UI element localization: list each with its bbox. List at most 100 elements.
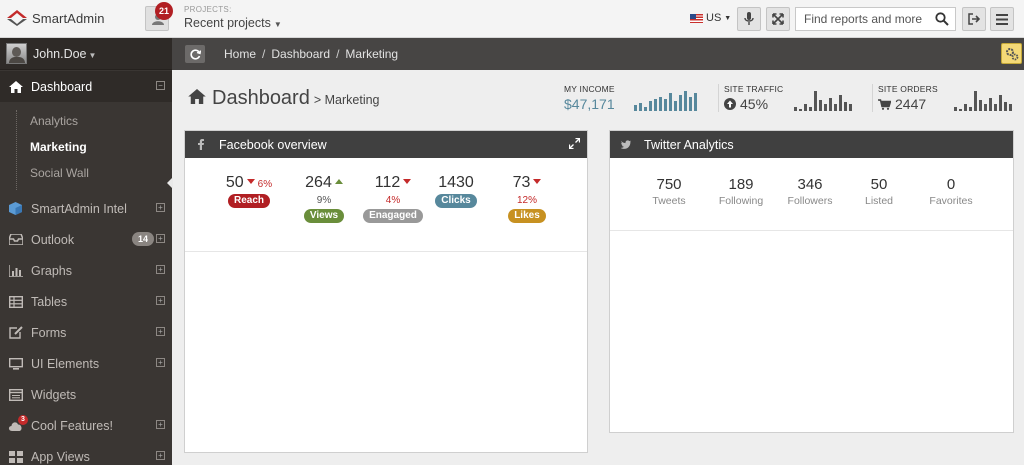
stat-value: $47,171 — [564, 96, 615, 112]
edit-icon — [7, 326, 24, 340]
search-icon[interactable] — [935, 12, 949, 26]
top-header: SmartAdmin 21 PROJECTS: Recent projects ▼… — [0, 0, 1024, 38]
stat-income: MY INCOME $47,171 — [564, 84, 615, 112]
sidebar-item-forms[interactable]: Forms + — [0, 317, 172, 348]
refresh-button[interactable] — [185, 45, 205, 63]
expand-icon: + — [156, 203, 165, 212]
caret-down-icon — [403, 179, 412, 184]
shopping-cart-icon — [878, 98, 891, 110]
projects-dropdown[interactable]: Recent projects ▼ — [184, 16, 282, 30]
sidebar-item-label: Outlook — [31, 232, 75, 247]
facebook-icon — [196, 139, 206, 150]
sidebar-item-ui-elements[interactable]: UI Elements + — [0, 348, 172, 379]
sidebar-item-widgets[interactable]: Widgets — [0, 379, 172, 410]
sparkline-bar — [834, 104, 837, 111]
sidebar-item-outlook[interactable]: Outlook 14 + — [0, 224, 172, 255]
desktop-icon — [7, 357, 24, 371]
sparkline-bar — [809, 107, 812, 111]
sparkline-bar — [639, 103, 642, 111]
facebook-stat-views: 264 9% Views — [295, 174, 353, 223]
sparkline-bar — [844, 102, 847, 111]
sparkline-bar — [644, 107, 647, 111]
sparkline-bar — [669, 93, 672, 111]
income-sparkline — [634, 89, 699, 111]
sparkline-bar — [694, 93, 697, 111]
sparkline-bar — [994, 104, 997, 111]
views-tag: Views — [303, 209, 345, 223]
stat-number-wrap: 73 — [507, 174, 547, 192]
cloud-icon: 3 — [7, 414, 28, 433]
stat-number: 0 — [946, 176, 956, 193]
facebook-stat-clicks: 1430 Clicks — [434, 174, 478, 208]
sidebar-item-dashboard[interactable]: Dashboard − — [0, 71, 172, 102]
sparkline-bar — [849, 104, 852, 111]
logo[interactable]: SmartAdmin — [6, 9, 105, 27]
logo-text: SmartAdmin — [32, 10, 105, 26]
search-input[interactable] — [804, 9, 932, 29]
stat-number: 750 — [656, 176, 682, 193]
stat-label: MY INCOME — [564, 84, 615, 94]
stat-number-wrap: 264 — [295, 174, 353, 192]
sidebar-item-cool-features[interactable]: 3 Cool Features! + — [0, 410, 172, 441]
sparkline-bar — [954, 107, 957, 111]
engaged-tag: Enagaged — [363, 209, 423, 223]
breadcrumb-home[interactable]: Home — [224, 47, 257, 61]
voice-command-button[interactable] — [737, 7, 761, 31]
sidebar-item-tables[interactable]: Tables + — [0, 286, 172, 317]
stat-number: 112 — [374, 174, 401, 191]
facebook-stat-engaged: 112 4% Enagaged — [361, 174, 425, 223]
user-name-wrap: John.Doe ▼ — [33, 47, 96, 61]
sidebar-subitem-marketing[interactable]: Marketing — [30, 140, 87, 154]
sidebar-item-graphs[interactable]: Graphs + — [0, 255, 172, 286]
stat-label: Followers — [787, 195, 833, 207]
likes-tag: Likes — [508, 209, 546, 223]
twitter-stats: 750 Tweets 189 Following 346 Followers 5… — [610, 158, 1013, 231]
sidebar-item-label: UI Elements — [31, 356, 100, 371]
stat-label: Listed — [864, 195, 894, 207]
search-box — [795, 7, 956, 31]
sidebar-item-app-views[interactable]: App Views + — [0, 441, 172, 465]
sparkline-bar — [794, 107, 797, 111]
settings-button[interactable] — [1001, 43, 1022, 64]
stat-number: 50 — [225, 174, 244, 191]
expand-icon: + — [156, 234, 165, 243]
stat-divider — [872, 84, 873, 112]
language-selector[interactable]: US ▼ — [690, 12, 731, 24]
twitter-widget: Twitter Analytics 750 Tweets 189 Followi… — [609, 130, 1014, 433]
fullscreen-button[interactable] — [766, 7, 790, 31]
sidebar-subitem-analytics[interactable]: Analytics — [30, 114, 79, 128]
expand-icon: + — [156, 420, 165, 429]
ribbon: Home / Dashboard / Marketing — [172, 38, 1024, 70]
projects-badge: 21 — [155, 2, 173, 20]
sidebar-subitem-social-wall[interactable]: Social Wall — [30, 166, 89, 180]
sparkline-bar — [999, 95, 1002, 111]
stat-number: 50 — [870, 176, 888, 193]
stat-value-wrap: 45% — [724, 96, 783, 112]
menu-toggle-button[interactable] — [990, 7, 1014, 31]
clicks-tag: Clicks — [435, 194, 477, 208]
table-icon — [7, 295, 24, 309]
sparkline-bar — [824, 104, 827, 111]
outlook-count-badge: 14 — [131, 232, 154, 246]
twitter-stat-tweets: 750 Tweets — [634, 176, 704, 207]
cool-features-badge: 3 — [18, 414, 28, 425]
microphone-icon — [744, 12, 754, 25]
breadcrumb-dashboard[interactable]: Dashboard — [271, 47, 331, 61]
logout-button[interactable] — [962, 7, 986, 31]
stat-orders: SITE ORDERS 2447 — [878, 84, 938, 112]
sparkline-bar — [664, 99, 667, 111]
sparkline-bar — [804, 104, 807, 111]
sparkline-bar — [964, 104, 967, 111]
caret-down-icon — [533, 179, 542, 184]
traffic-sparkline — [794, 89, 854, 111]
caret-down-icon — [246, 179, 255, 184]
page-subtitle: > Marketing — [313, 93, 380, 107]
expand-icon[interactable] — [569, 138, 580, 149]
sidebar-item-smartadmin-intel[interactable]: SmartAdmin Intel + — [0, 193, 172, 224]
user-menu[interactable]: John.Doe ▼ — [0, 38, 172, 70]
stat-number: 264 — [305, 174, 332, 191]
sidebar-item-label: Widgets — [31, 387, 77, 402]
sparkline-bar — [799, 109, 802, 111]
stat-label: SITE ORDERS — [878, 84, 938, 94]
expand-icon: + — [156, 358, 165, 367]
